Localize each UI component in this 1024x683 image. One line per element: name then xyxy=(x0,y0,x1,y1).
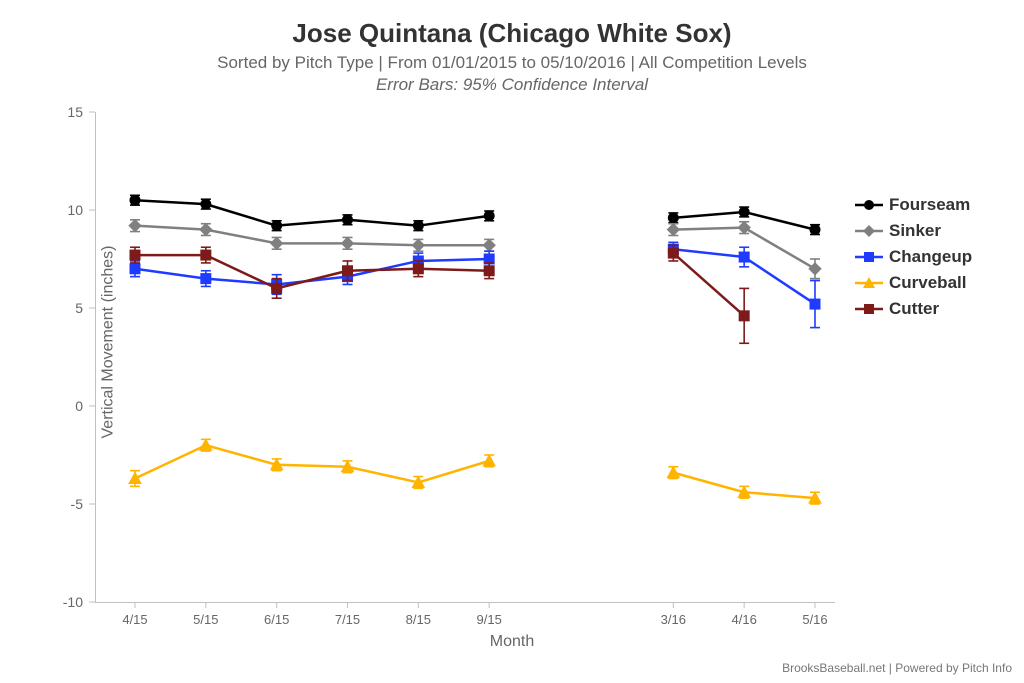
legend-item-changeup: Changeup xyxy=(855,247,972,267)
sinker-marker-icon xyxy=(855,222,883,240)
legend-label: Fourseam xyxy=(889,195,970,215)
svg-text:4/15: 4/15 xyxy=(122,612,147,627)
fourseam-marker-icon xyxy=(855,196,883,214)
series-changeup xyxy=(130,242,820,327)
svg-text:4/16: 4/16 xyxy=(732,612,757,627)
chart-plot: -10 -5 0 5 10 15 4/15 5/15 6/15 7/15 8/15 9/15 3/16 4… xyxy=(45,107,840,652)
legend-label: Sinker xyxy=(889,221,941,241)
x-axis-label: Month xyxy=(0,633,1024,651)
cutter-marker-icon xyxy=(855,300,883,318)
legend-item-cutter: Cutter xyxy=(855,299,972,319)
svg-text:-10: -10 xyxy=(63,594,83,610)
svg-text:8/15: 8/15 xyxy=(406,612,431,627)
chart-credit: BrooksBaseball.net | Powered by Pitch In… xyxy=(782,661,1012,675)
svg-text:10: 10 xyxy=(67,202,83,218)
svg-text:5/16: 5/16 xyxy=(802,612,827,627)
series-curveball xyxy=(129,439,821,504)
changeup-marker-icon xyxy=(855,248,883,266)
svg-text:-5: -5 xyxy=(71,496,84,512)
svg-text:3/16: 3/16 xyxy=(661,612,686,627)
svg-text:15: 15 xyxy=(67,107,83,120)
svg-text:0: 0 xyxy=(75,398,83,414)
legend-label: Cutter xyxy=(889,299,939,319)
chart-container: Jose Quintana (Chicago White Sox) Sorted… xyxy=(0,0,1024,683)
chart-subtitle: Sorted by Pitch Type | From 01/01/2015 t… xyxy=(0,53,1024,73)
svg-text:5/15: 5/15 xyxy=(193,612,218,627)
svg-text:6/15: 6/15 xyxy=(264,612,289,627)
svg-text:9/15: 9/15 xyxy=(477,612,502,627)
chart-subtitle2: Error Bars: 95% Confidence Interval xyxy=(0,75,1024,95)
svg-text:5: 5 xyxy=(75,300,83,316)
legend-label: Curveball xyxy=(889,273,966,293)
svg-text:7/15: 7/15 xyxy=(335,612,360,627)
legend-item-curveball: Curveball xyxy=(855,273,972,293)
legend-label: Changeup xyxy=(889,247,972,267)
chart-title: Jose Quintana (Chicago White Sox) xyxy=(0,0,1024,49)
legend-item-sinker: Sinker xyxy=(855,221,972,241)
legend-item-fourseam: Fourseam xyxy=(855,195,972,215)
chart-legend: Fourseam Sinker Changeup Curveball Cutter xyxy=(855,195,972,325)
curveball-marker-icon xyxy=(855,274,883,292)
